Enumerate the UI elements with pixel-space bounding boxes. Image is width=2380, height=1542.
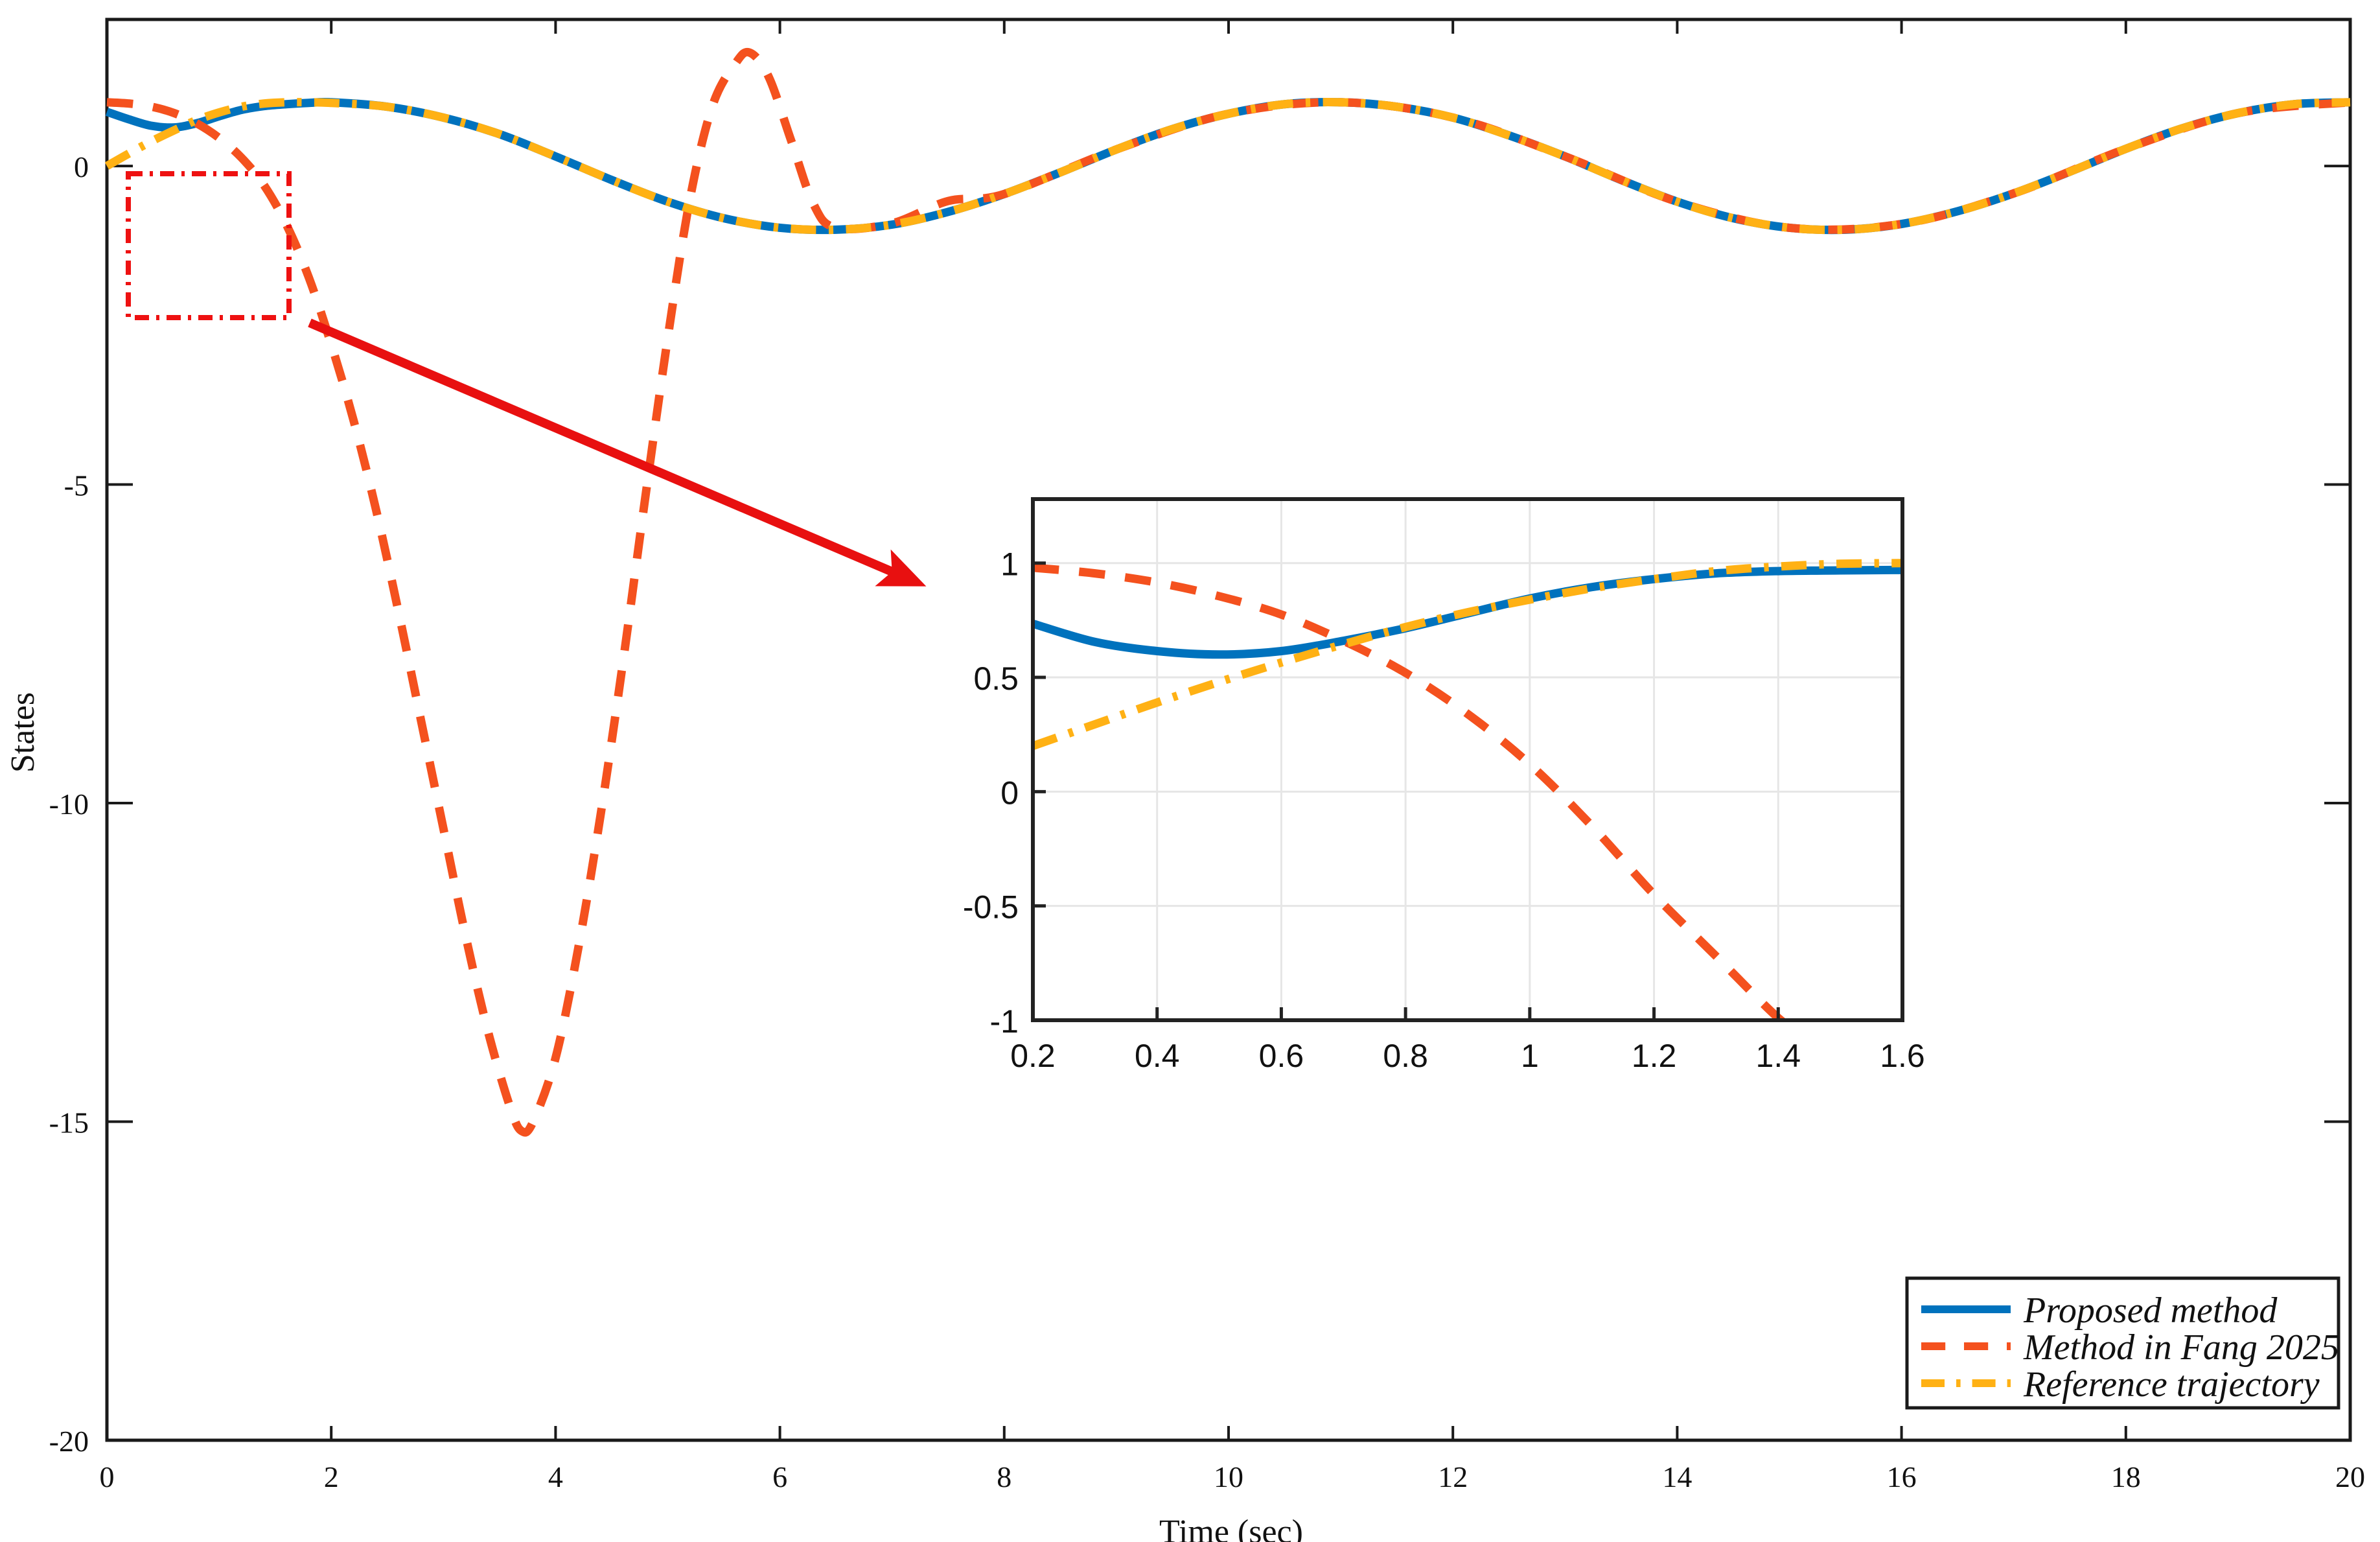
inset-x-tick-label: 1.4 — [1756, 1038, 1801, 1074]
inset-axes-group: 0.2 0.4 0.6 0.8 1 1.2 1.4 1.6 1 0.5 0 -0.5 -1 — [963, 497, 1925, 1074]
y-axis-title: States — [5, 692, 41, 773]
zoom-annotation-group — [126, 171, 927, 587]
legend-item-proposed-method[interactable]: Proposed method — [1921, 1291, 2278, 1331]
series-line-method-in-fang-2025 — [106, 47, 2351, 1137]
legend-label: Reference trajectory — [2023, 1364, 2320, 1405]
inset-y-tick-label: 0.5 — [973, 660, 1019, 697]
inset-y-tick-label: -0.5 — [963, 889, 1019, 926]
inset-x-tick-label: 1.2 — [1632, 1038, 1677, 1074]
x-tick-label: 18 — [2111, 1460, 2141, 1493]
inset-series-group — [1033, 559, 1902, 1020]
x-tick-label: 16 — [1887, 1460, 1917, 1493]
inset-background — [1033, 499, 1902, 1020]
inset-y-tick-label: -1 — [990, 1003, 1019, 1040]
x-tick-label: 0 — [100, 1460, 115, 1493]
x-tick-label: 2 — [324, 1460, 339, 1493]
legend-item-method-in-fang-2025[interactable]: Method in Fang 2025 — [1921, 1327, 2339, 1368]
inset-series-line-reference-trajectory — [1033, 559, 1902, 750]
inset-x-tick-label: 0.8 — [1383, 1038, 1428, 1074]
inset-x-tick-label: 0.4 — [1135, 1038, 1180, 1074]
zoom-region-box — [126, 171, 292, 320]
inset-x-tick-label: 0.6 — [1259, 1038, 1304, 1074]
x-tick-label: 20 — [2335, 1460, 2365, 1493]
y-tick-label: -10 — [49, 788, 89, 821]
zoom-callout-arrow — [308, 318, 927, 587]
x-tick-label: 14 — [1662, 1460, 1692, 1493]
inset-x-tick-label: 1.6 — [1880, 1038, 1925, 1074]
x-tick-label: 10 — [1214, 1460, 1243, 1493]
x-tick-label: 6 — [772, 1460, 787, 1493]
x-axis-title: Time (sec) — [1159, 1513, 1303, 1542]
series-line-reference-trajectory — [104, 98, 2351, 235]
x-tick-label: 12 — [1438, 1460, 1468, 1493]
inset-y-tick-label: 1 — [1000, 546, 1019, 583]
inset-x-tick-label: 1 — [1521, 1038, 1539, 1074]
y-tick-label: -5 — [64, 469, 89, 502]
inset-box — [1031, 497, 1904, 1022]
inset-x-tick-label: 0.2 — [1010, 1038, 1056, 1074]
legend-item-reference-trajectory[interactable]: Reference trajectory — [1921, 1364, 2320, 1405]
y-tick-label: 0 — [74, 150, 89, 183]
inset-series-line-method-in-fang-2025 — [1033, 563, 1788, 1020]
inset-y-tick-label: 0 — [1000, 775, 1019, 811]
legend-label: Proposed method — [2023, 1291, 2278, 1331]
y-tick-label: -15 — [49, 1106, 89, 1139]
x-tick-label: 4 — [548, 1460, 563, 1493]
legend-label: Method in Fang 2025 — [2023, 1327, 2339, 1368]
y-tick-label: -20 — [49, 1425, 89, 1458]
main-series-group — [104, 47, 2351, 1137]
x-tick-label: 8 — [997, 1460, 1011, 1493]
